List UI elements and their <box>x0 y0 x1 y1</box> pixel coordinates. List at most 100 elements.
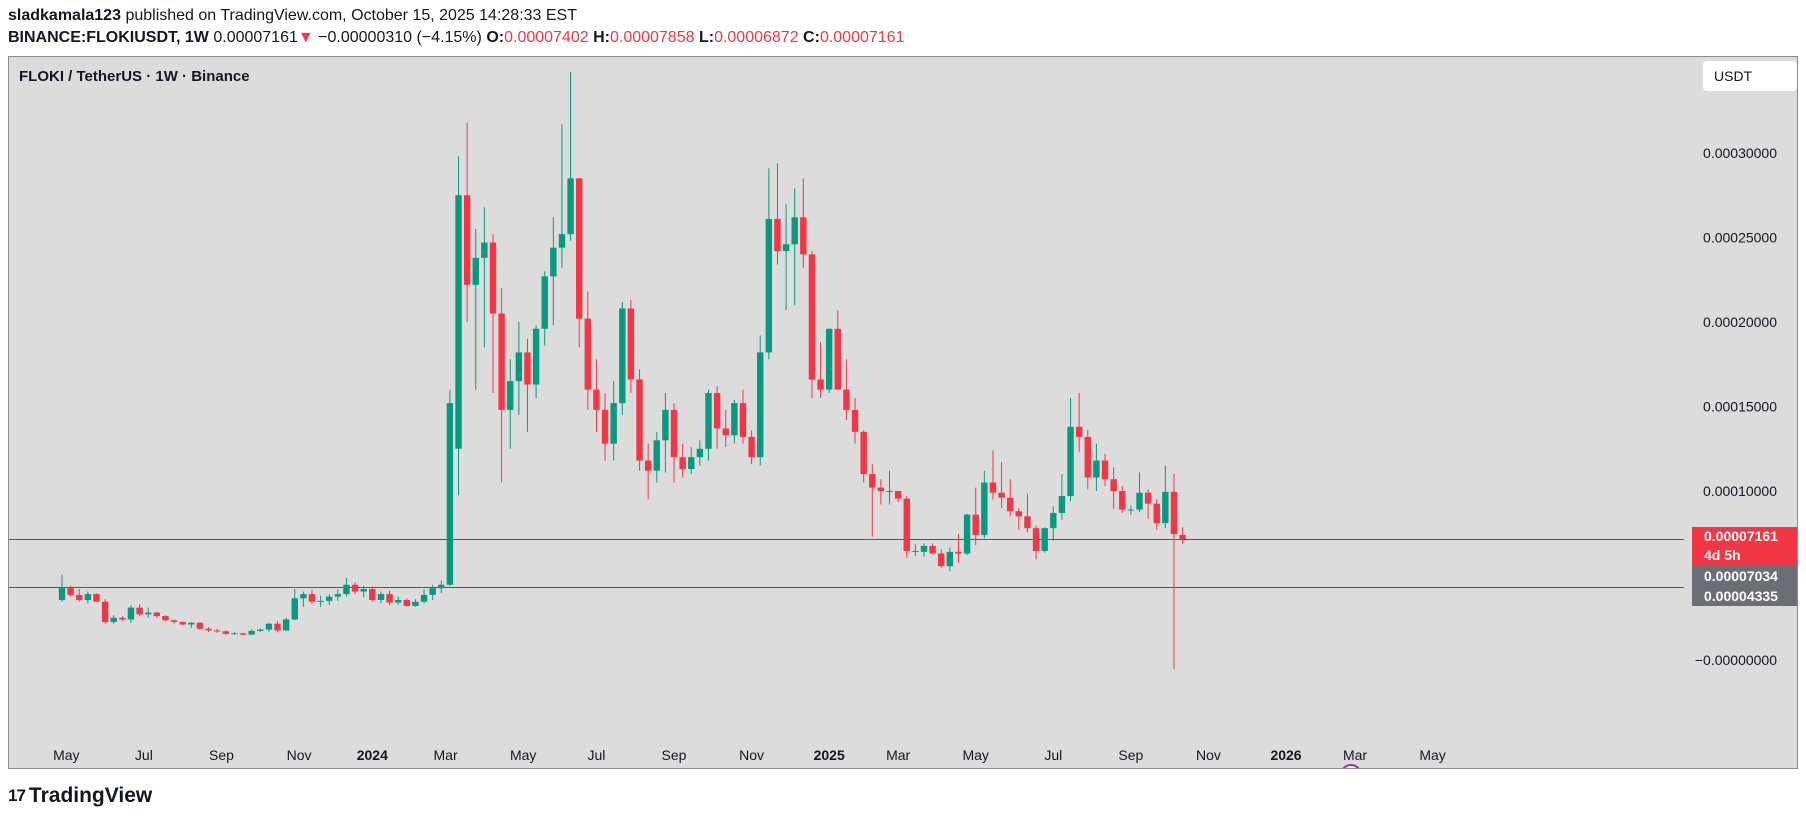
candle-body <box>101 601 109 622</box>
x-axis-tick-label: Sep <box>662 747 687 763</box>
candle-body <box>1084 436 1091 478</box>
candle-body <box>541 276 548 329</box>
x-axis-tick-label: 2025 <box>814 747 845 763</box>
candle-body <box>929 545 936 554</box>
candle-body <box>377 594 385 601</box>
candlestick-chart[interactable]: 0.00030000 0.00025000 0.00020000 0.00015000… <box>9 57 1797 768</box>
candle <box>58 574 66 602</box>
candle <box>1058 474 1066 520</box>
candle <box>1162 465 1169 529</box>
candle-body <box>955 551 962 554</box>
publisher-name[interactable]: sladkamala123 <box>8 7 121 24</box>
candle-body <box>800 217 807 255</box>
candle-body <box>817 379 824 390</box>
candle-body <box>420 594 428 602</box>
candle <box>532 325 540 399</box>
candle <box>239 632 247 636</box>
low-label: L: <box>698 29 715 46</box>
candle <box>541 271 548 346</box>
candle-body <box>1162 491 1169 524</box>
candle <box>653 431 660 483</box>
candle-body <box>972 514 979 535</box>
candle <box>886 470 893 505</box>
candle-body <box>524 352 531 385</box>
candle-body <box>774 218 781 252</box>
candle <box>1179 527 1186 544</box>
candle <box>119 616 126 622</box>
candle-body <box>257 629 264 631</box>
candle <box>713 386 721 449</box>
candle-body <box>886 491 893 492</box>
candle-body <box>1024 516 1031 529</box>
x-axis-tick-label: 2026 <box>1270 747 1301 763</box>
candle <box>481 207 488 348</box>
candle <box>170 619 178 624</box>
candle-body <box>188 622 195 625</box>
candle-body <box>1110 479 1117 491</box>
candle <box>946 547 954 572</box>
candle <box>593 359 600 432</box>
currency-selector[interactable]: USDT <box>1703 61 1797 91</box>
candle-body <box>757 352 764 458</box>
candle <box>1075 392 1083 453</box>
candle <box>205 627 212 633</box>
candle-body <box>593 389 600 410</box>
candle <box>386 590 393 606</box>
candle <box>550 217 557 326</box>
candle-body <box>550 247 557 277</box>
candle-body <box>1075 426 1083 437</box>
candle-body <box>946 551 954 567</box>
candle <box>429 584 436 601</box>
candle-body <box>808 254 816 380</box>
x-axis-tick-label: Nov <box>287 747 312 763</box>
candle-body <box>282 619 290 631</box>
candle-body <box>213 630 221 632</box>
candle <box>860 430 867 483</box>
x-axis-tick-label: Mar <box>886 747 910 763</box>
candle-body <box>731 403 738 436</box>
last-price-tag: 0.00007161 4d 5h <box>1692 527 1797 566</box>
x-axis-tick-label: Sep <box>209 747 234 763</box>
candle-body <box>248 630 255 635</box>
close-value: 0.00007161 <box>819 29 905 46</box>
candle <box>265 622 273 633</box>
candle-body <box>360 589 367 592</box>
candle-body <box>463 195 471 285</box>
candle <box>636 369 643 471</box>
candle-body <box>636 379 643 461</box>
candle-body <box>231 633 238 635</box>
last-price-tag-value: 0.00007161 <box>1704 528 1778 544</box>
candle <box>1050 506 1057 541</box>
chart-area[interactable]: 0.00030000 0.00025000 0.00020000 0.00015000… <box>8 56 1798 769</box>
candle <box>688 447 695 475</box>
candle-body <box>507 381 514 410</box>
candle-body <box>877 487 885 491</box>
candle <box>1127 505 1135 515</box>
candle-countdown: 4d 5h <box>1704 547 1741 563</box>
candle <box>188 621 195 628</box>
candle <box>998 462 1005 508</box>
candle <box>153 611 161 618</box>
candle <box>136 604 143 617</box>
candle <box>377 591 385 604</box>
candle <box>670 403 678 483</box>
candle <box>981 470 988 539</box>
candle <box>351 582 359 595</box>
candle-body <box>205 628 212 631</box>
x-axis-tick-label: May <box>510 747 536 763</box>
candle-body <box>722 428 729 436</box>
candle-body <box>67 588 74 595</box>
candle-body <box>136 607 143 615</box>
candle-body <box>369 589 376 601</box>
tradingview-logo[interactable]: 17 TradingView <box>8 784 152 808</box>
candle <box>412 599 419 607</box>
candle <box>438 580 445 594</box>
candle-body <box>84 594 92 601</box>
candle <box>93 593 100 602</box>
y-axis-tick-label: 0.00015000 <box>1703 399 1777 415</box>
low-value: 0.00006872 <box>714 29 799 46</box>
candle-body <box>713 392 721 429</box>
candle <box>782 203 790 311</box>
candle-body <box>989 482 997 493</box>
candle <box>1084 430 1091 490</box>
